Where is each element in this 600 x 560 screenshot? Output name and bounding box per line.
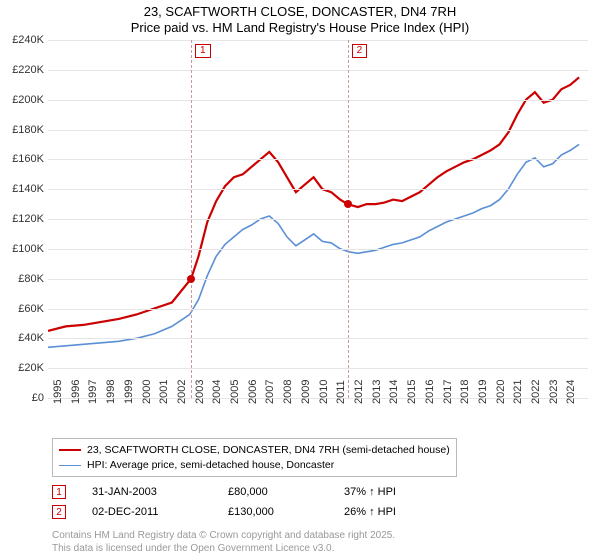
y-tick-label: £160K <box>0 153 44 165</box>
footer-line-1: Contains HM Land Registry data © Crown c… <box>52 530 395 543</box>
x-tick-label: 2015 <box>406 380 418 404</box>
sale-price: £80,000 <box>228 486 318 498</box>
x-tick-label: 2019 <box>477 380 489 404</box>
title-line-1: 23, SCAFTWORTH CLOSE, DONCASTER, DN4 7RH <box>0 4 600 20</box>
gridline-y <box>48 159 588 160</box>
chart-title: 23, SCAFTWORTH CLOSE, DONCASTER, DN4 7RH… <box>0 4 600 35</box>
gridline-y <box>48 309 588 310</box>
x-tick-label: 1998 <box>105 380 117 404</box>
sale-delta: 26% ↑ HPI <box>344 506 396 518</box>
x-tick-label: 2020 <box>495 380 507 404</box>
x-tick-label: 2022 <box>530 380 542 404</box>
sales-table: 1 31-JAN-2003 £80,000 37% ↑ HPI 2 02-DEC-2011… <box>52 482 396 522</box>
y-tick-label: £240K <box>0 34 44 46</box>
y-tick-label: £120K <box>0 213 44 225</box>
x-tick-label: 1995 <box>52 380 64 404</box>
x-tick-label: 2023 <box>548 380 560 404</box>
gridline-y <box>48 249 588 250</box>
x-tick-label: 2001 <box>158 380 170 404</box>
x-tick-label: 2014 <box>388 380 400 404</box>
sales-idx: 2 <box>52 505 66 519</box>
sales-row: 2 02-DEC-2011 £130,000 26% ↑ HPI <box>52 502 396 522</box>
legend-row-hpi: HPI: Average price, semi-detached house,… <box>59 458 450 473</box>
gridline-y <box>48 219 588 220</box>
x-tick-label: 2003 <box>194 380 206 404</box>
legend: 23, SCAFTWORTH CLOSE, DONCASTER, DN4 7RH… <box>52 438 457 477</box>
sale-marker-line <box>348 40 349 398</box>
y-tick-label: £80K <box>0 273 44 285</box>
y-tick-label: £200K <box>0 94 44 106</box>
sale-dot <box>344 200 352 208</box>
gridline-y <box>48 130 588 131</box>
sale-marker-label: 1 <box>195 44 211 58</box>
sales-row: 1 31-JAN-2003 £80,000 37% ↑ HPI <box>52 482 396 502</box>
y-tick-label: £140K <box>0 183 44 195</box>
sale-delta: 37% ↑ HPI <box>344 486 396 498</box>
x-tick-label: 1997 <box>87 380 99 404</box>
x-tick-label: 2006 <box>247 380 259 404</box>
y-tick-label: £60K <box>0 303 44 315</box>
sale-date: 02-DEC-2011 <box>92 506 202 518</box>
x-tick-label: 2002 <box>176 380 188 404</box>
sales-idx: 1 <box>52 485 66 499</box>
y-tick-label: £40K <box>0 332 44 344</box>
sale-price: £130,000 <box>228 506 318 518</box>
x-tick-label: 2010 <box>318 380 330 404</box>
x-tick-label: 2007 <box>264 380 276 404</box>
legend-label-hpi: HPI: Average price, semi-detached house,… <box>87 458 334 473</box>
gridline-y <box>48 368 588 369</box>
x-tick-label: 2009 <box>300 380 312 404</box>
legend-label-price: 23, SCAFTWORTH CLOSE, DONCASTER, DN4 7RH… <box>87 443 450 458</box>
x-tick-label: 2008 <box>282 380 294 404</box>
gridline-y <box>48 100 588 101</box>
x-tick-label: 2004 <box>211 380 223 404</box>
legend-swatch-price <box>59 449 81 451</box>
x-tick-label: 2016 <box>424 380 436 404</box>
price-vs-hpi-chart: 23, SCAFTWORTH CLOSE, DONCASTER, DN4 7RH… <box>0 0 600 560</box>
legend-swatch-hpi <box>59 465 81 466</box>
y-tick-label: £0 <box>0 392 44 404</box>
x-tick-label: 2000 <box>141 380 153 404</box>
x-tick-label: 1999 <box>123 380 135 404</box>
sale-marker-label: 2 <box>352 44 368 58</box>
x-tick-label: 2018 <box>459 380 471 404</box>
y-tick-label: £20K <box>0 362 44 374</box>
x-tick-label: 2005 <box>229 380 241 404</box>
x-tick-label: 2013 <box>371 380 383 404</box>
price-line <box>48 77 579 331</box>
y-tick-label: £180K <box>0 124 44 136</box>
footer-line-2: This data is licensed under the Open Gov… <box>52 543 395 556</box>
x-tick-label: 2011 <box>335 380 347 404</box>
plot-area: 12 <box>48 40 588 398</box>
sale-dot <box>187 275 195 283</box>
sale-marker-line <box>191 40 192 398</box>
gridline-y <box>48 189 588 190</box>
legend-row-price: 23, SCAFTWORTH CLOSE, DONCASTER, DN4 7RH… <box>59 443 450 458</box>
attribution-footer: Contains HM Land Registry data © Crown c… <box>52 530 395 555</box>
y-tick-label: £100K <box>0 243 44 255</box>
gridline-y <box>48 279 588 280</box>
x-tick-label: 1996 <box>70 380 82 404</box>
title-line-2: Price paid vs. HM Land Registry's House … <box>0 20 600 36</box>
x-tick-label: 2017 <box>442 380 454 404</box>
x-tick-label: 2012 <box>353 380 365 404</box>
sale-date: 31-JAN-2003 <box>92 486 202 498</box>
gridline-y <box>48 70 588 71</box>
gridline-y <box>48 338 588 339</box>
y-tick-label: £220K <box>0 64 44 76</box>
x-tick-label: 2024 <box>565 380 577 404</box>
x-tick-label: 2021 <box>512 380 524 404</box>
gridline-y <box>48 40 588 41</box>
